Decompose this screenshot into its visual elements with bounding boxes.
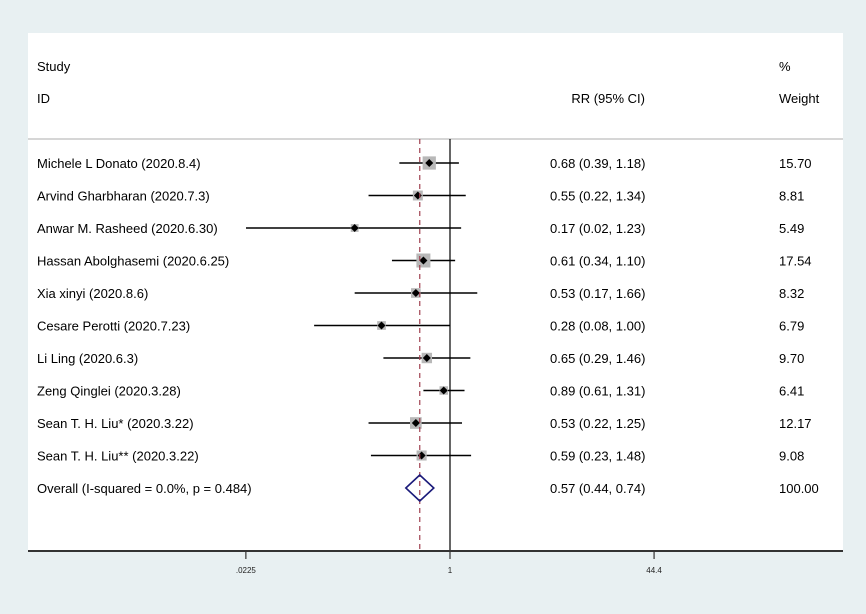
plot-area [28,33,843,551]
effect-ci: 0.53 (0.17, 1.66) [550,286,645,301]
effect-ci: 0.89 (0.61, 1.31) [550,384,645,399]
header-percent: % [779,59,791,74]
point-estimate [439,386,448,395]
x-tick-label: 1 [448,566,453,575]
weight-value: 9.70 [779,351,804,366]
point-estimate [422,354,431,362]
study-id: Anwar M. Rasheed (2020.6.30) [37,221,218,236]
study-id: Li Ling (2020.6.3) [37,351,138,366]
effect-ci: 0.59 (0.23, 1.48) [550,449,645,464]
point-estimate [411,289,420,297]
overall-effect-ci: 0.57 (0.44, 0.74) [550,481,645,496]
effect-ci: 0.28 (0.08, 1.00) [550,319,645,334]
point-estimate [425,159,434,167]
x-tick-label: .0225 [236,566,257,575]
point-estimate [350,224,359,232]
weight-value: 6.79 [779,319,804,334]
study-id: Xia xinyi (2020.8.6) [37,286,148,301]
study-row: Li Ling (2020.6.3) 0.65 (0.29, 1.46) 9.70 [37,351,804,366]
study-row: Sean T. H. Liu** (2020.3.22) 0.59 (0.23, … [37,449,804,464]
effect-ci: 0.61 (0.34, 1.10) [550,254,645,269]
header-weight: Weight [779,91,820,106]
effect-ci: 0.55 (0.22, 1.34) [550,189,645,204]
study-id: Arvind Gharbharan (2020.7.3) [37,189,210,204]
study-row: Cesare Perotti (2020.7.23) 0.28 (0.08, 1.… [37,319,804,334]
overall-label: Overall (I-squared = 0.0%, p = 0.484) [37,481,252,496]
weight-value: 17.54 [779,254,812,269]
x-tick-label: 44.4 [646,566,662,575]
effect-ci: 0.68 (0.39, 1.18) [550,156,645,171]
weight-value: 15.70 [779,156,812,171]
point-estimate [377,321,386,330]
study-id: Michele L Donato (2020.8.4) [37,156,201,171]
study-row: Sean T. H. Liu* (2020.3.22) 0.53 (0.22, 1… [37,416,812,431]
study-id: Hassan Abolghasemi (2020.6.25) [37,254,229,269]
header-study: Study [37,59,71,74]
weight-value: 5.49 [779,221,804,236]
study-id: Zeng Qinglei (2020.3.28) [37,384,181,399]
study-row: Xia xinyi (2020.8.6) 0.53 (0.17, 1.66) 8.3… [37,286,804,301]
overall-weight: 100.00 [779,481,819,496]
effect-ci: 0.53 (0.22, 1.25) [550,416,645,431]
study-id: Cesare Perotti (2020.7.23) [37,319,190,334]
header-id: ID [37,91,50,106]
study-row: Anwar M. Rasheed (2020.6.30) 0.17 (0.02, … [37,221,804,236]
weight-value: 9.08 [779,449,804,464]
point-estimate [411,419,420,427]
weight-value: 8.81 [779,189,804,204]
study-id: Sean T. H. Liu** (2020.3.22) [37,449,199,464]
overall-diamond [404,473,435,503]
header-effect: RR (95% CI) [571,91,645,106]
study-row: Hassan Abolghasemi (2020.6.25) 0.61 (0.34… [37,253,812,269]
study-id: Sean T. H. Liu* (2020.3.22) [37,416,194,431]
study-row: Arvind Gharbharan (2020.7.3) 0.55 (0.22, … [37,189,804,204]
weight-value: 6.41 [779,384,804,399]
point-estimate [419,256,428,265]
weight-value: 8.32 [779,286,804,301]
study-row: Michele L Donato (2020.8.4) 0.68 (0.39, 1… [37,156,812,171]
effect-ci: 0.17 (0.02, 1.23) [550,221,645,236]
effect-ci: 0.65 (0.29, 1.46) [550,351,645,366]
weight-value: 12.17 [779,416,812,431]
study-row: Zeng Qinglei (2020.3.28) 0.89 (0.61, 1.31… [37,384,804,399]
